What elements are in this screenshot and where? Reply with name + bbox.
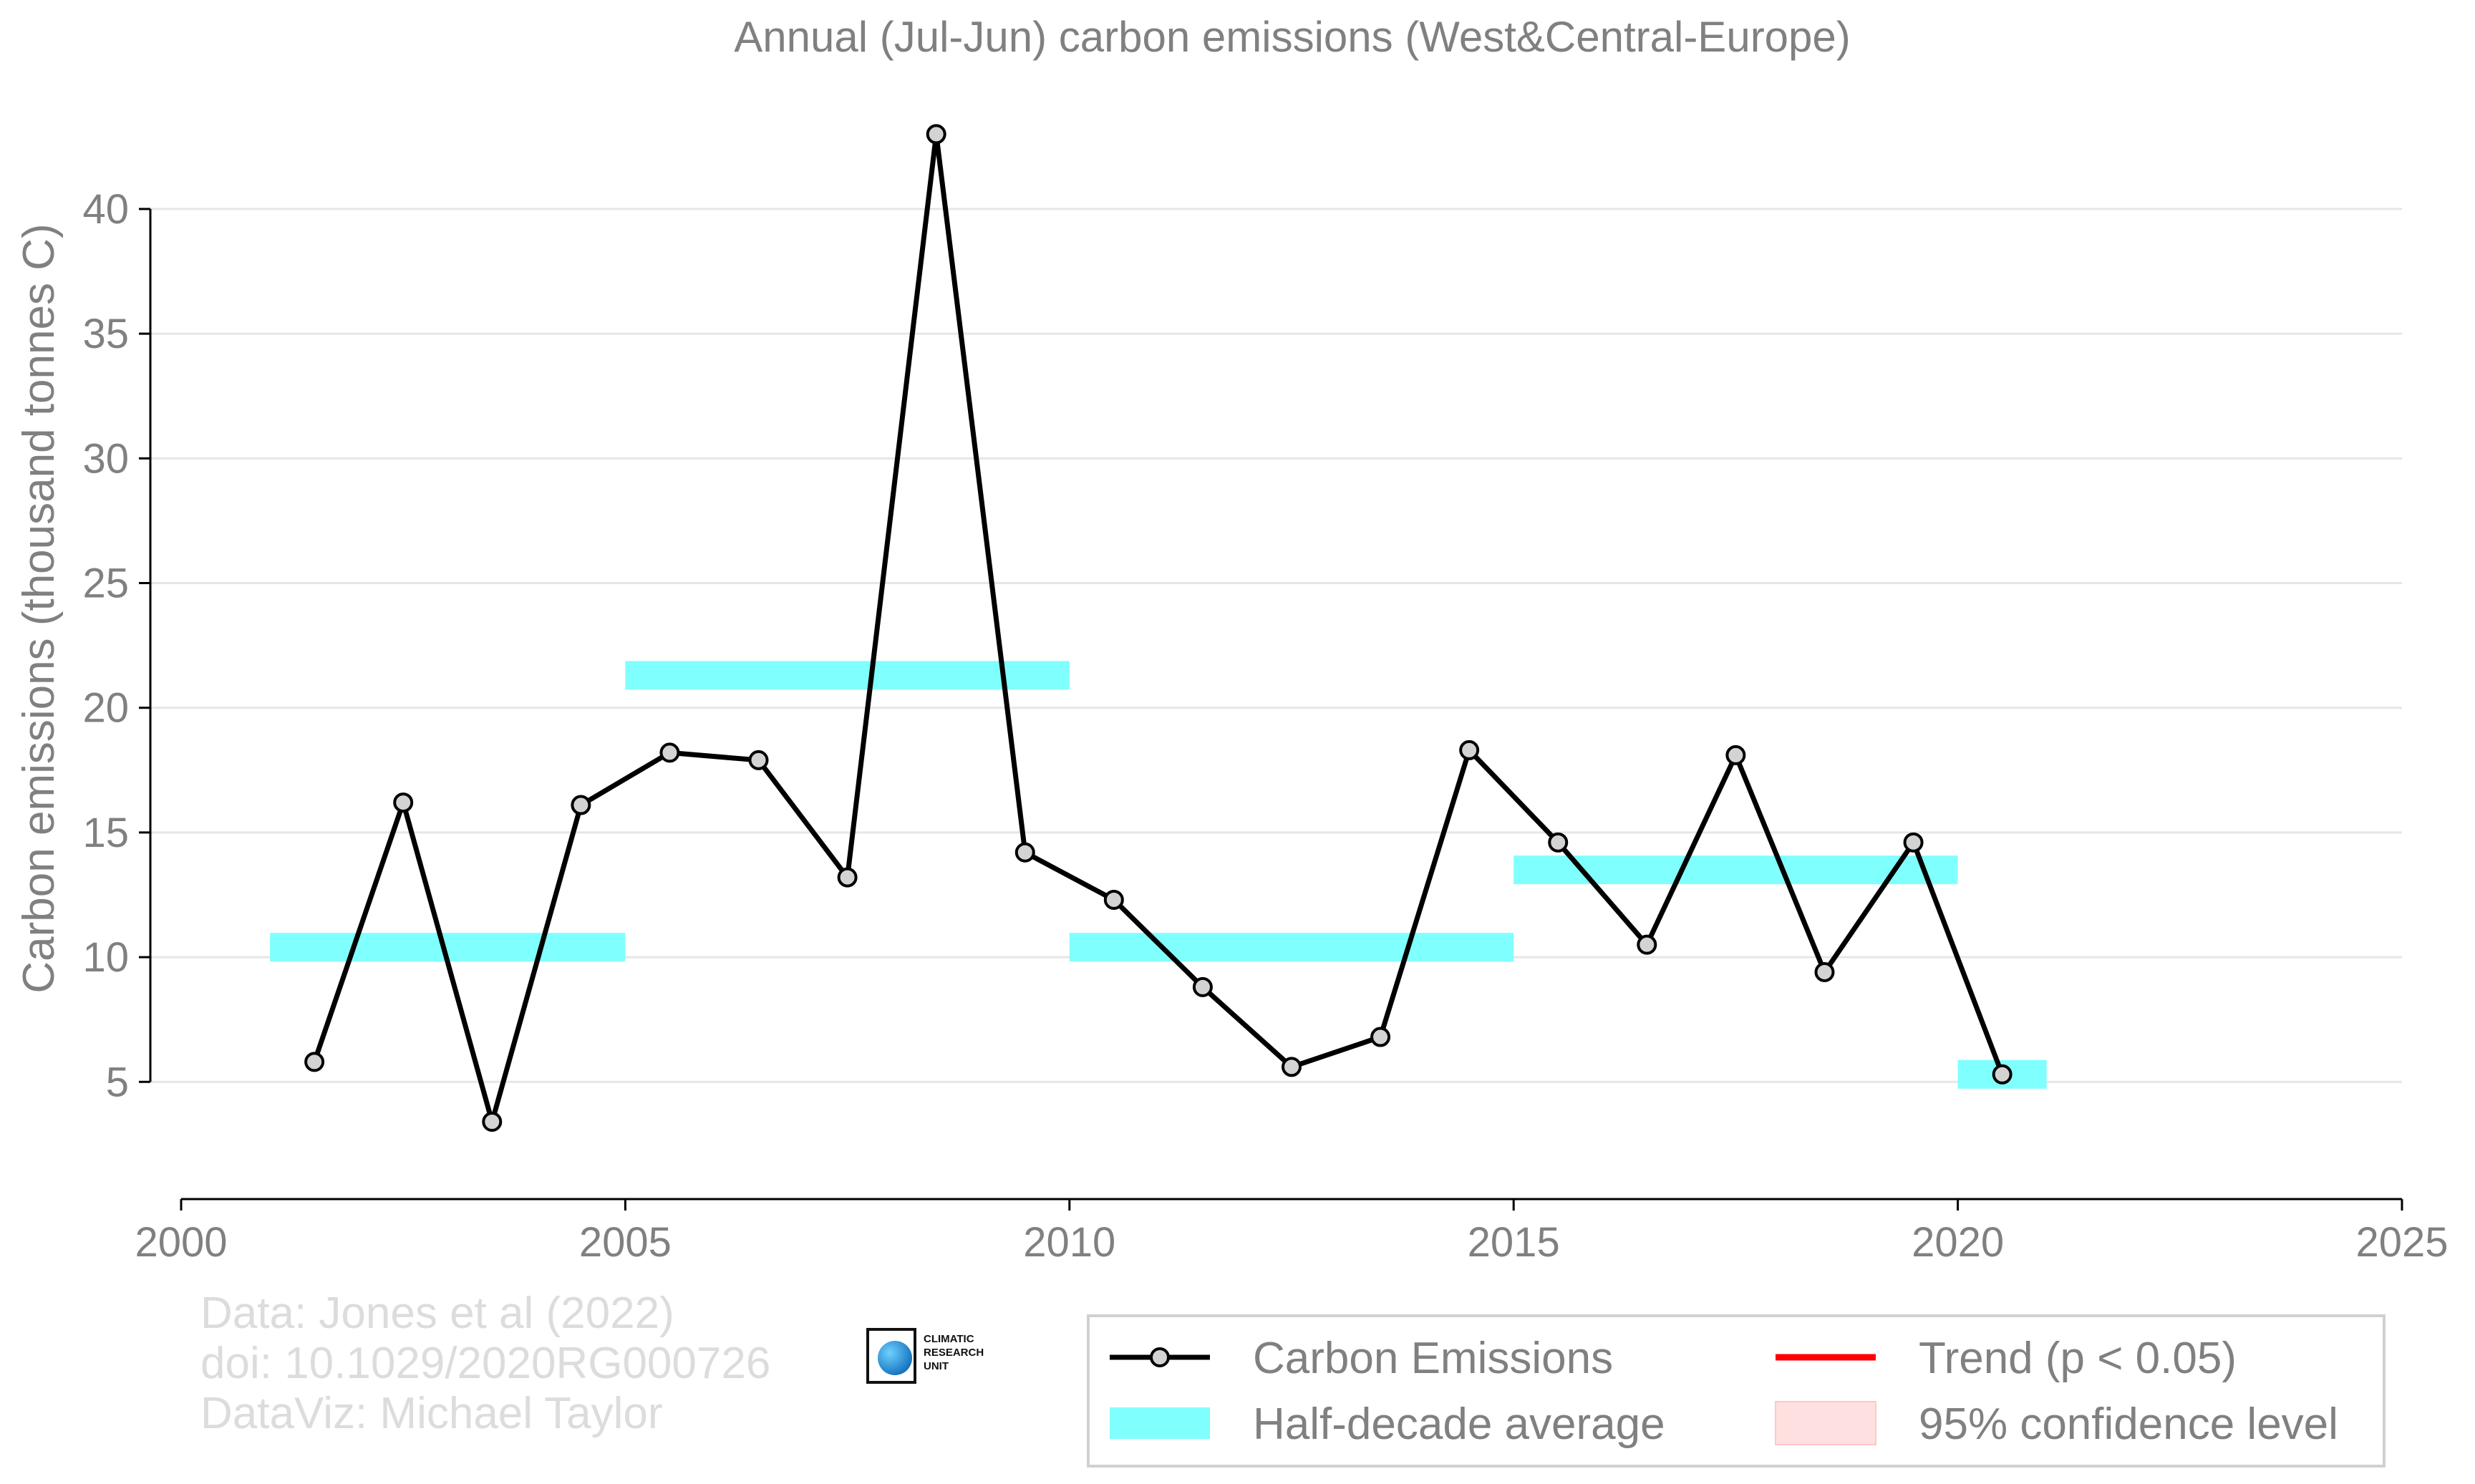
- x-tick-label: 2000: [135, 1219, 227, 1266]
- emissions-series: [304, 124, 2013, 1133]
- emissions-point: [393, 792, 414, 813]
- emissions-point: [304, 1052, 325, 1072]
- globe-icon: [878, 1341, 912, 1375]
- emissions-point: [1370, 1027, 1391, 1047]
- emissions-point: [1459, 739, 1480, 760]
- credit-dataviz: DataViz: Michael Taylor: [200, 1389, 663, 1438]
- y-tick-label: 5: [106, 1059, 129, 1105]
- emissions-point: [482, 1112, 503, 1133]
- y-tick-label: 20: [82, 685, 129, 732]
- emissions-point: [1282, 1057, 1302, 1077]
- y-tick-label: 30: [82, 435, 129, 482]
- legend-label: Half-decade average: [1253, 1400, 1665, 1449]
- emissions-point: [926, 124, 946, 145]
- x-tick-label: 2025: [2355, 1219, 2448, 1266]
- credit-data: Data: Jones et al (2022): [200, 1289, 674, 1338]
- logo-text: CLIMATIC RESEARCH UNIT: [924, 1333, 984, 1372]
- emissions-point: [1014, 842, 1035, 863]
- y-tick-label: 25: [82, 561, 129, 607]
- emissions-point: [1548, 832, 1569, 853]
- emissions-point: [837, 867, 858, 888]
- credit-doi: doi: 10.1029/2020RG000726: [200, 1339, 771, 1388]
- emissions-point: [1903, 832, 1924, 853]
- legend-swatch-patch: [1775, 1401, 1876, 1445]
- x-tick-label: 2010: [1023, 1219, 1115, 1266]
- legend-swatch-marker: [1150, 1347, 1170, 1367]
- credits: Data: Jones et al (2022) doi: 10.1029/20…: [200, 1289, 770, 1439]
- x-tick-label: 2015: [1468, 1219, 1560, 1266]
- emissions-point: [659, 742, 680, 763]
- emissions-point: [748, 750, 769, 770]
- half-decade-bands: [270, 661, 2047, 1089]
- legend-swatch-band: [1110, 1407, 1210, 1439]
- emissions-point: [1814, 961, 1835, 982]
- legend-label: Carbon Emissions: [1253, 1334, 1613, 1383]
- half-decade-bar: [625, 661, 1070, 690]
- emissions-line: [311, 131, 2005, 1125]
- y-tick-label: 35: [82, 311, 129, 357]
- x-tick-label: 2005: [579, 1219, 672, 1266]
- emissions-point: [1637, 934, 1657, 955]
- chart-title: Annual (Jul-Jun) carbon emissions (West&…: [734, 13, 1851, 61]
- y-tick-label: 15: [82, 810, 129, 856]
- emissions-point: [1192, 976, 1213, 997]
- emissions-point: [1725, 745, 1746, 765]
- emissions-point: [1992, 1064, 2013, 1085]
- emissions-point: [571, 795, 591, 815]
- cru-logo: CLIMATIC RESEARCH UNIT: [866, 1328, 1002, 1389]
- y-tick-label: 10: [82, 934, 129, 981]
- x-tick-label: 2020: [1912, 1219, 2004, 1266]
- half-decade-bar: [1069, 933, 1514, 962]
- y-tick-label: 40: [82, 186, 129, 233]
- legend-frame: [1087, 1314, 2386, 1468]
- legend-label: Trend (p < 0.05): [1919, 1334, 2237, 1383]
- legend-label: 95% confidence level: [1919, 1400, 2338, 1449]
- emissions-point: [1103, 889, 1124, 910]
- logo-frame: [866, 1328, 916, 1384]
- legend: Carbon Emissions Trend (p < 0.05) Half-dec…: [1087, 1314, 2386, 1468]
- y-axis-label: Carbon emissions (thousand tonnes C): [14, 223, 64, 993]
